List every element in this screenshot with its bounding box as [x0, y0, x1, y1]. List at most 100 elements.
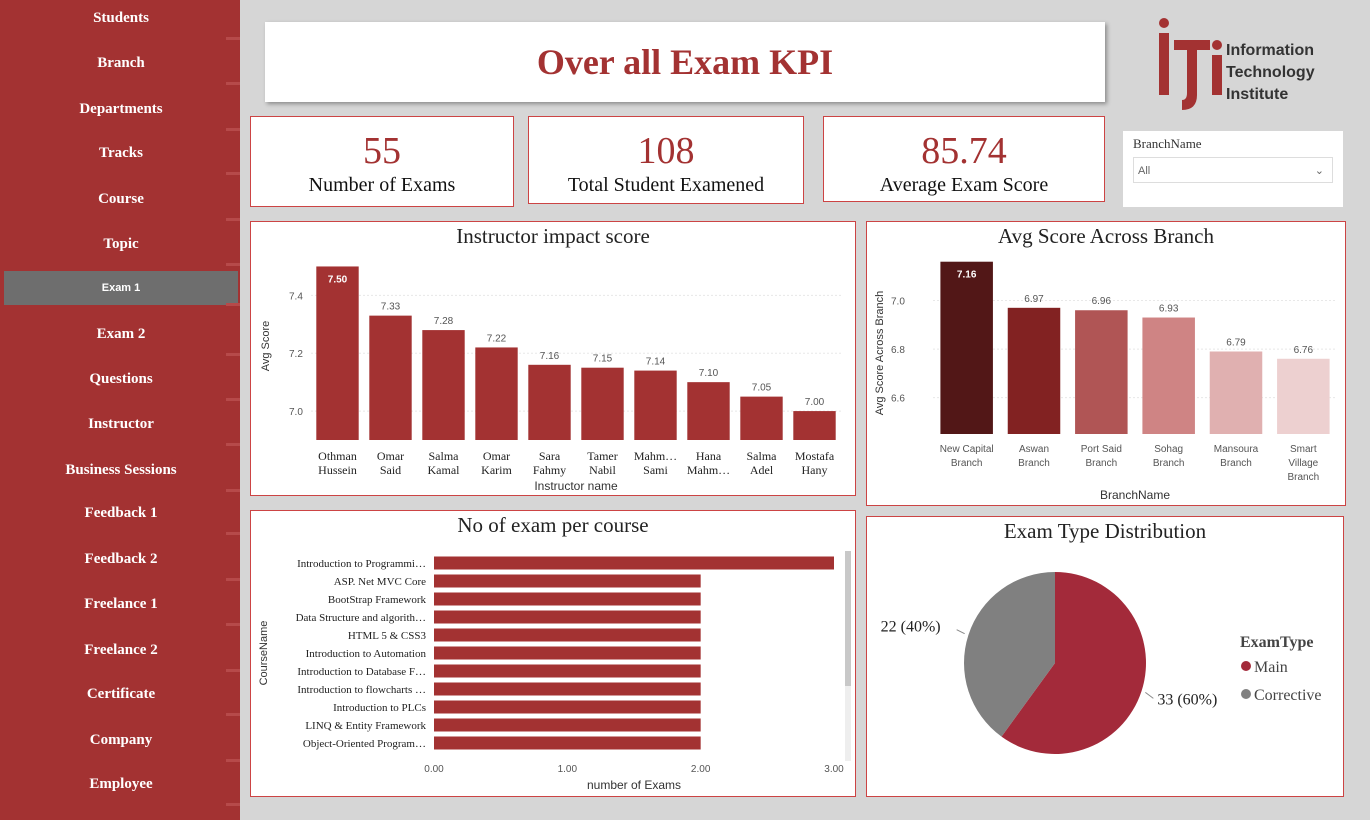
bar[interactable] [422, 330, 465, 440]
bar[interactable] [793, 411, 836, 440]
bar[interactable] [434, 556, 834, 570]
x-axis-label: Instructor name [534, 479, 618, 493]
leader-line [1145, 691, 1154, 699]
bar[interactable] [1209, 351, 1263, 434]
bar[interactable] [687, 382, 730, 440]
scrollbar-thumb[interactable] [845, 551, 851, 686]
bar[interactable] [434, 610, 701, 624]
bar[interactable] [740, 396, 783, 440]
x-tick-label: 2.00 [691, 764, 711, 775]
bar[interactable] [434, 646, 701, 660]
bar[interactable] [634, 370, 677, 440]
sidebar-item-course[interactable]: Course [98, 191, 144, 207]
sidebar-item-departments[interactable]: Departments [79, 101, 163, 117]
chart-title: No of exam per course [457, 513, 649, 537]
bar[interactable] [528, 364, 571, 440]
sidebar-divider [226, 82, 240, 85]
x-tick-label: Smart [1290, 444, 1317, 455]
sidebar-item-freelance-1[interactable]: Freelance 1 [84, 596, 158, 612]
bar[interactable] [434, 574, 701, 588]
bar[interactable] [434, 718, 701, 732]
branch-dropdown[interactable]: All ⌄ [1133, 157, 1333, 183]
sidebar-item-feedback-2[interactable]: Feedback 2 [84, 551, 158, 567]
sidebar-divider [226, 172, 240, 175]
y-tick-label: 6.8 [891, 345, 905, 356]
x-tick-label: Karim [481, 463, 512, 477]
bar[interactable] [581, 367, 624, 440]
bar[interactable] [1277, 358, 1330, 434]
sidebar-divider [226, 128, 240, 131]
x-axis-label: number of Exams [587, 778, 681, 792]
bar[interactable] [1075, 310, 1128, 434]
sidebar-divider [226, 37, 240, 40]
x-tick-label: 1.00 [558, 764, 578, 775]
x-tick-label: Mostafa [795, 449, 835, 463]
sidebar-item-instructor[interactable]: Instructor [88, 416, 154, 432]
sidebar-item-exam-2[interactable]: Exam 2 [96, 326, 146, 342]
sidebar-divider [226, 578, 240, 581]
sidebar-item-freelance-2[interactable]: Freelance 2 [84, 642, 158, 658]
bar[interactable] [434, 736, 701, 750]
bar[interactable] [1007, 307, 1061, 434]
bar[interactable] [316, 266, 359, 440]
data-label: 7.10 [699, 368, 719, 379]
y-tick-label: HTML 5 & CSS3 [348, 630, 427, 642]
chart-title: Avg Score Across Branch [998, 224, 1214, 248]
leader-line [956, 629, 965, 635]
bar[interactable] [1142, 317, 1195, 434]
y-tick-label: 6.6 [891, 394, 905, 405]
sidebar-item-students[interactable]: Students [93, 10, 149, 26]
x-tick-label: Nabil [589, 463, 616, 477]
pie-slice-main[interactable] [1001, 572, 1146, 754]
sidebar-item-branch[interactable]: Branch [97, 55, 145, 71]
kpi-label: Number of Exams [308, 174, 456, 196]
x-tick-label: Sami [643, 463, 668, 477]
sidebar-divider [226, 803, 240, 806]
sidebar-divider [226, 669, 240, 672]
bar[interactable] [434, 664, 701, 678]
x-axis-label: BranchName [1100, 488, 1170, 502]
data-label: 7.16 [957, 270, 977, 281]
legend-item[interactable]: Corrective [1254, 687, 1322, 704]
y-tick-label: Object-Oriented Program… [303, 738, 426, 750]
sidebar-divider [226, 759, 240, 762]
x-tick-label: Hana [696, 449, 722, 463]
sidebar-item-tracks[interactable]: Tracks [99, 145, 143, 161]
x-tick-label: Port Said [1081, 444, 1122, 455]
bar[interactable] [434, 682, 701, 696]
y-tick-label: Introduction to Database F… [297, 666, 426, 678]
sidebar-item-employee[interactable]: Employee [89, 776, 153, 792]
bar[interactable] [369, 315, 412, 440]
x-tick-label: Fahmy [533, 463, 566, 477]
kpi-label: Average Exam Score [879, 174, 1049, 196]
branch-slicer: BranchName All ⌄ [1123, 131, 1343, 207]
chart-scrollbar[interactable] [845, 551, 851, 761]
branch-bar-chart: 6.6 6.8 7.0 Avg Score Across Branch 7.16 New … [874, 261, 1337, 502]
data-label: 6.76 [1294, 345, 1314, 356]
data-label: 7.28 [434, 316, 454, 327]
iti-logo: Information Technology Institute [1159, 18, 1315, 110]
sidebar-item-topic[interactable]: Topic [103, 236, 139, 252]
bar[interactable] [434, 628, 701, 642]
sidebar-item-business-sessions[interactable]: Business Sessions [65, 462, 177, 478]
pie-slice-corrective[interactable] [964, 572, 1055, 737]
exam-type-pie-chart: 33 (60%) 22 (40%) ExamType Main Corrective [881, 572, 1322, 754]
sidebar-item-feedback-1[interactable]: Feedback 1 [84, 505, 158, 521]
y-tick-label: 7.4 [289, 291, 303, 302]
bar[interactable] [434, 700, 701, 714]
chart-title: Instructor impact score [456, 224, 650, 248]
sidebar-item-questions[interactable]: Questions [89, 371, 153, 387]
legend-item[interactable]: Main [1254, 659, 1288, 676]
sidebar-item-exam-1[interactable]: Exam 1 [4, 271, 238, 305]
sidebar-item-company[interactable]: Company [89, 732, 153, 748]
data-label: 7.14 [646, 357, 666, 368]
x-tick-label: Omar [483, 449, 510, 463]
data-label: 7.16 [540, 351, 560, 362]
sidebar-item-certificate[interactable]: Certificate [86, 686, 156, 702]
bar[interactable] [434, 592, 701, 606]
bar[interactable] [475, 347, 518, 440]
bar[interactable] [940, 261, 993, 434]
iti-logo-mark [1159, 18, 1222, 110]
data-label: 7.33 [381, 302, 401, 313]
